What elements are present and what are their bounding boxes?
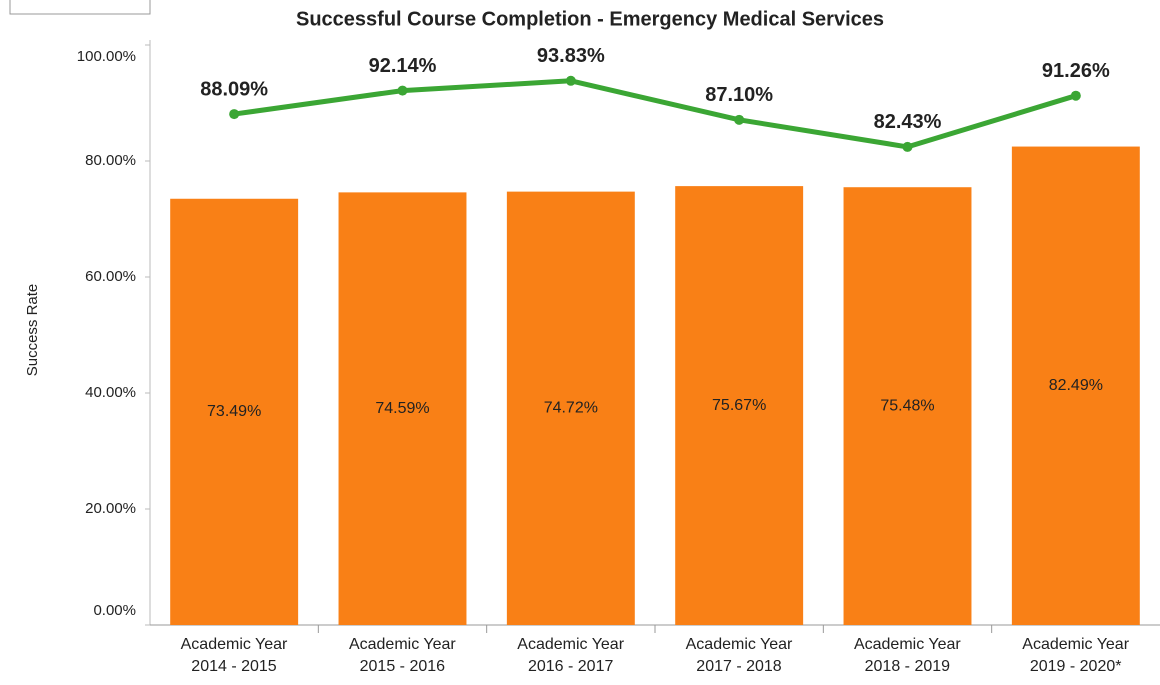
bar-value-label: 73.49% [207, 403, 261, 420]
bar [1011, 146, 1140, 626]
line-point [397, 85, 408, 96]
line-value-label: 92.14% [369, 55, 437, 77]
line-value-label: 91.26% [1042, 60, 1110, 82]
y-tick-label: 20.00% [85, 500, 136, 517]
bar [170, 198, 299, 625]
bar [338, 192, 467, 626]
bar [675, 186, 804, 625]
line-value-label: 93.83% [537, 45, 605, 67]
line-point [565, 75, 576, 86]
line-point [734, 114, 745, 125]
chart-title: Successful Course Completion - Emergency… [296, 8, 884, 30]
line-point [902, 141, 913, 152]
x-tick-label: Academic Year 2015 - 2016 [348, 636, 456, 675]
y-tick-label: 80.00% [85, 152, 136, 169]
y-tick-label: 100.00% [77, 48, 136, 65]
bar-value-label: 75.48% [880, 397, 934, 414]
x-tick-label: Academic Year 2014 - 2015 [180, 636, 288, 675]
line-point [1070, 90, 1081, 101]
bar-value-label: 74.59% [375, 400, 429, 417]
y-tick-label: 40.00% [85, 384, 136, 401]
line-value-label: 87.10% [705, 84, 773, 106]
bar-value-label: 74.72% [544, 400, 598, 417]
bar [843, 187, 972, 625]
line [233, 78, 1077, 150]
y-axis-label: Success Rate [24, 284, 41, 377]
line-point [229, 109, 240, 120]
bar [506, 191, 635, 625]
x-tick-label: Academic Year 2018 - 2019 [853, 636, 961, 675]
bar-value-label: 75.67% [712, 397, 766, 414]
x-tick-label: Academic Year 2016 - 2017 [517, 636, 625, 675]
line-value-label: 88.09% [200, 78, 268, 100]
x-tick-label: Academic Year 2017 - 2018 [685, 636, 793, 675]
line-value-label: 82.43% [874, 111, 942, 133]
x-tick-label: Academic Year 2019 - 2020* [1022, 636, 1130, 675]
bar-value-label: 82.49% [1049, 377, 1103, 394]
y-tick-label: 0.00% [93, 602, 136, 619]
filter-box [9, 0, 151, 15]
y-tick-label: 60.00% [85, 268, 136, 285]
